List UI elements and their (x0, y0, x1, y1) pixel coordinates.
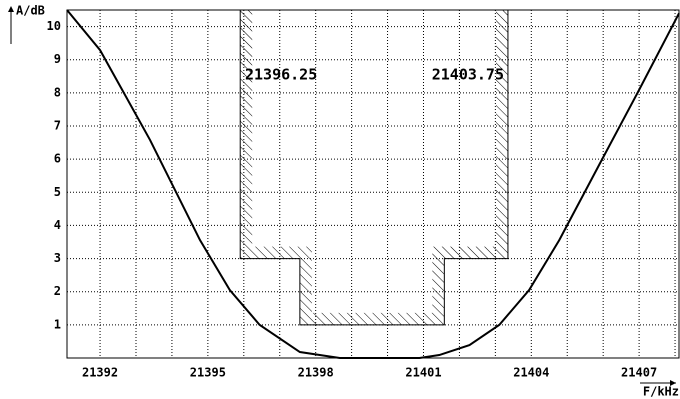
x-tick-label: 21398 (298, 366, 334, 380)
x-axis-label: F/kHz (643, 385, 679, 399)
x-arrow-head (670, 380, 676, 386)
y-tick-label: 3 (54, 251, 61, 265)
y-tick-label: 8 (54, 85, 61, 99)
annotation: 21396.25 (245, 66, 317, 84)
y-tick-label: 9 (54, 52, 61, 66)
plot-frame (66, 9, 680, 359)
x-tick-label: 21395 (190, 366, 226, 380)
x-tick-label: 21401 (405, 366, 441, 380)
annotation: 21403.75 (432, 66, 504, 84)
y-tick-label: 1 (54, 317, 61, 331)
y-tick-label: 5 (54, 185, 61, 199)
y-tick-label: 6 (54, 152, 61, 166)
y-tick-label: 4 (54, 218, 61, 232)
y-tick-label: 2 (54, 284, 61, 298)
mask-hatch (240, 10, 508, 325)
x-tick-label: 21407 (621, 366, 657, 380)
y-arrow-head (8, 6, 14, 12)
response-curve (66, 9, 680, 359)
x-tick-label: 21392 (82, 366, 118, 380)
y-tick-label: 7 (54, 119, 61, 133)
x-tick-label: 21404 (513, 366, 549, 380)
mask-line (239, 10, 509, 326)
y-tick-label: 10 (47, 19, 61, 33)
y-axis-label: A/dB (16, 4, 45, 18)
